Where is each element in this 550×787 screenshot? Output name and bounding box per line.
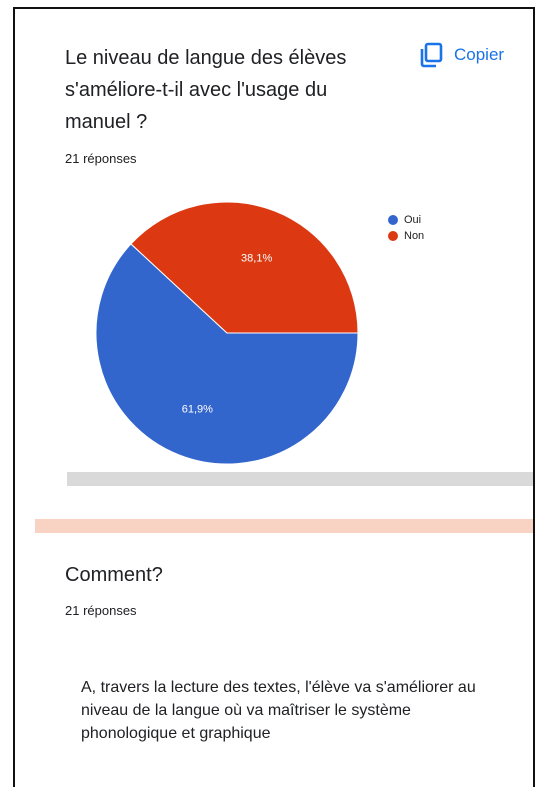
legend-item-non[interactable]: Non [388,228,424,244]
legend-swatch [388,231,398,241]
legend-label: Non [404,230,425,242]
horizontal-scrollbar[interactable] [67,472,533,486]
answer-text: A, travers la lecture des textes, l'élèv… [81,679,476,742]
response-card: Le niveau de langue des élèves s'amélior… [13,7,535,787]
comment-response-count: 21 réponses [65,603,137,618]
legend-label: Oui [404,214,422,226]
chart-legend: Oui Non [388,212,424,244]
pie-label-non: 38,1% [241,252,272,264]
pie-label-oui: 61,9% [182,404,213,416]
pie-slice-oui[interactable] [95,243,359,465]
response-count: 21 réponses [65,151,137,166]
question-title: Le niveau de langue des élèves s'amélior… [65,47,347,133]
legend-swatch [388,215,398,225]
pie-chart: 61,9% 38,1% [95,201,359,465]
comment-question-title: Comment? [65,564,163,586]
copy-label: Copier [454,45,505,64]
copy-icon [420,42,443,68]
legend-item-oui[interactable]: Oui [388,212,424,228]
pie-slice-non[interactable] [130,201,359,334]
copy-button[interactable]: Copier [418,42,504,68]
section-divider [35,519,533,533]
